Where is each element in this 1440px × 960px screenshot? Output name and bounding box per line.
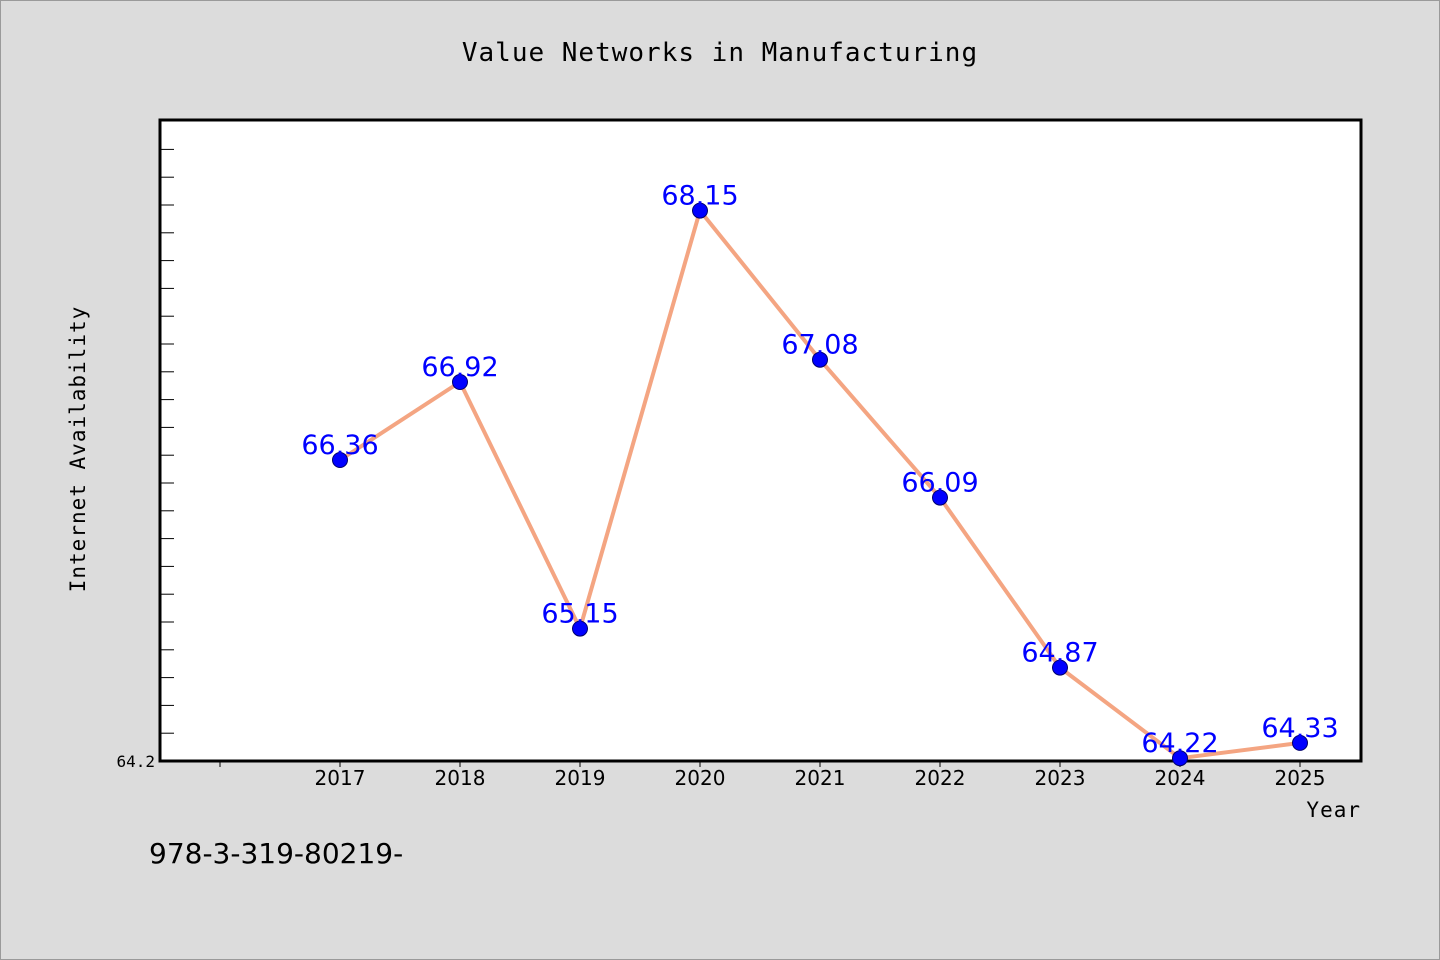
data-label: 64.33 <box>1261 713 1338 744</box>
data-point <box>1172 750 1188 767</box>
data-label: 64.22 <box>1141 728 1218 759</box>
x-tick-label: 2021 <box>795 766 846 790</box>
data-label: 66.36 <box>301 430 378 461</box>
data-labels: 66.36 66.92 65.15 68.15 67.08 66.09 64.87 64.22… <box>301 181 1338 760</box>
data-label: 68.15 <box>661 181 738 212</box>
data-point <box>692 202 708 219</box>
x-axis-title: Year <box>1306 798 1361 822</box>
data-point <box>932 489 948 506</box>
data-label: 65.15 <box>541 599 618 630</box>
x-tick-label: 2018 <box>435 766 486 790</box>
data-point <box>452 374 468 390</box>
x-tick-label: 2025 <box>1275 766 1326 790</box>
data-label: 66.09 <box>901 468 978 499</box>
data-label: 64.87 <box>1021 638 1098 669</box>
x-axis-ticks <box>219 761 1301 767</box>
x-tick-label: 2017 <box>315 766 366 790</box>
plot-area <box>158 118 1363 763</box>
x-tick-label: 2022 <box>915 766 966 790</box>
chart-title: Value Networks in Manufacturing <box>462 38 978 68</box>
data-markers <box>332 202 1308 767</box>
x-tick-label: 2020 <box>675 766 726 790</box>
data-point <box>572 620 588 637</box>
data-point <box>1292 734 1308 751</box>
x-tick-label: 2023 <box>1035 766 1086 790</box>
y-axis-minor-ticks <box>160 148 174 762</box>
y-axis-title: Internet Availability <box>66 306 90 593</box>
x-tick-label: 2024 <box>1155 766 1206 790</box>
data-point <box>812 351 828 368</box>
data-point <box>332 452 348 468</box>
data-label: 66.92 <box>421 352 498 383</box>
x-tick-label: 2019 <box>555 766 606 790</box>
footer-isbn-text: 978-3-319-80219- <box>149 837 403 870</box>
data-point <box>1052 659 1068 676</box>
x-axis-tick-labels: 2017 2018 2019 2020 2021 2022 2023 2024 2025 <box>315 766 1326 790</box>
data-label: 67.08 <box>781 330 858 361</box>
y-tick-label: 64.2 <box>116 752 155 771</box>
